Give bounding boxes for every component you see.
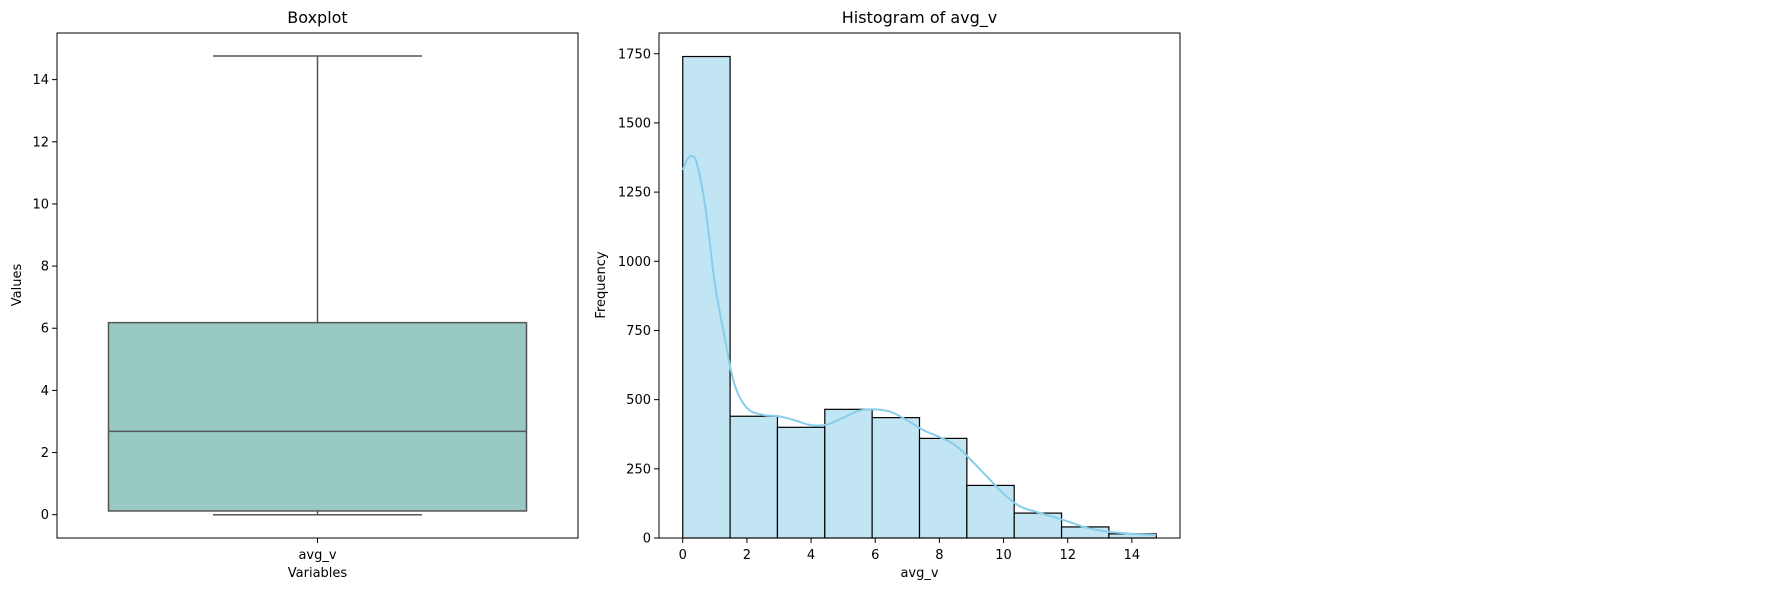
histogram-panel: Histogram of avg_v 0 250 500 750 1000 1250 150… <box>594 8 1181 581</box>
histogram-bar <box>776 426 826 539</box>
y-tick-label: 8 <box>41 260 49 275</box>
y-tick-label: 1500 <box>618 116 651 131</box>
y-tick-label: 12 <box>32 135 49 150</box>
x-tick-label: 2 <box>743 548 751 563</box>
x-tick-label: 10 <box>995 548 1012 563</box>
y-tick-label: 6 <box>41 322 49 337</box>
histogram-bar <box>682 55 731 539</box>
histogram-ticks: 0 250 500 750 1000 1250 1500 1750 0 2 4 6 8 10 12 14 <box>618 47 1140 563</box>
x-tick-label: 0 <box>679 548 687 563</box>
boxplot-y-axis-label: Values <box>10 264 25 307</box>
y-tick-label: 750 <box>626 324 651 339</box>
x-tick-label: 8 <box>935 548 943 563</box>
boxplot-x-axis-label: Variables <box>288 566 348 581</box>
histogram-bar <box>966 484 1015 539</box>
histogram-frame <box>658 32 1181 539</box>
x-tick-label: 12 <box>1059 548 1076 563</box>
y-tick-label: 10 <box>32 197 49 212</box>
boxplot-title: Boxplot <box>287 8 347 27</box>
y-tick-label: 4 <box>41 384 49 399</box>
histogram-bar <box>918 437 968 539</box>
histogram-bar <box>824 408 873 539</box>
y-tick-label: 0 <box>41 508 49 523</box>
x-tick-label: 4 <box>807 548 815 563</box>
x-tick-label: 6 <box>871 548 879 563</box>
histogram-x-axis-label: avg_v <box>900 566 938 581</box>
y-tick-label: 14 <box>32 73 49 88</box>
y-tick-label: 500 <box>626 393 651 408</box>
histogram-title: Histogram of avg_v <box>842 8 998 28</box>
boxplot-category-label: avg_v <box>298 548 336 563</box>
boxplot-panel: Boxplot 0 2 4 6 8 10 12 14 avg_v Variables Valu… <box>10 8 579 581</box>
boxplot-marks <box>107 55 528 516</box>
histogram-bar <box>871 417 921 539</box>
y-tick-label: 1000 <box>618 255 651 270</box>
histogram-bars <box>682 55 1157 539</box>
y-tick-label: 0 <box>643 532 651 547</box>
kde-curve <box>681 154 1157 536</box>
y-tick-label: 250 <box>626 462 651 477</box>
boxplot-frame <box>56 32 579 539</box>
y-tick-label: 1750 <box>618 47 651 62</box>
histogram-bar <box>1060 526 1110 539</box>
boxplot-y-ticks: 0 2 4 6 8 10 12 14 <box>32 73 318 543</box>
iqr-box <box>107 321 528 512</box>
histogram-bar <box>729 415 779 539</box>
histogram-y-axis-label: Frequency <box>594 251 609 318</box>
y-tick-label: 2 <box>41 446 49 461</box>
y-tick-label: 1250 <box>618 186 651 201</box>
x-tick-label: 14 <box>1124 548 1141 563</box>
